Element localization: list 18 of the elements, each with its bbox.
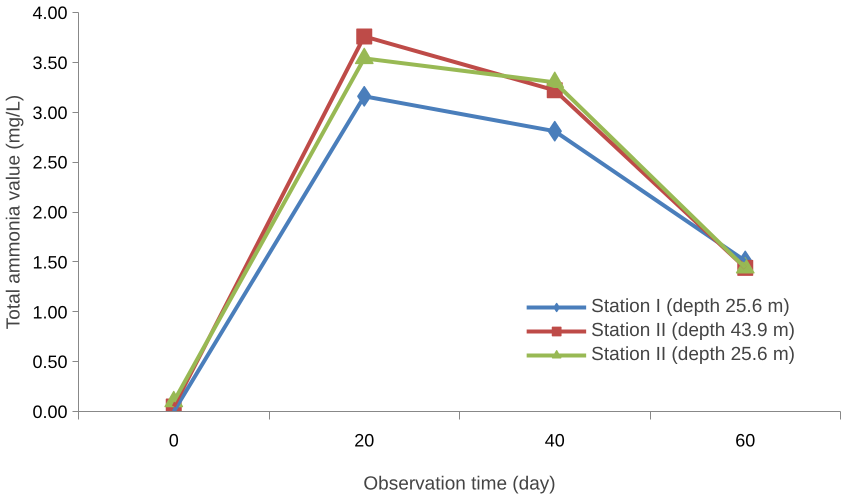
y-tick-label: 1.00 xyxy=(32,302,68,322)
y-axis-title: Total ammonia value (mg/L) xyxy=(3,94,24,330)
y-tick-label: 0.00 xyxy=(32,402,68,422)
legend-label: Station II (depth 25.6 m) xyxy=(591,344,795,366)
y-tick-label: 0.50 xyxy=(32,352,68,372)
legend-label: Station II (depth 43.9 m) xyxy=(591,320,795,342)
y-tick-label: 2.50 xyxy=(32,152,68,173)
y-tick-label: 2.00 xyxy=(32,202,68,222)
legend-label: Station I (depth 25.6 m) xyxy=(591,296,790,318)
x-axis-title: Observation time (day) xyxy=(363,474,556,494)
x-tick-label: 60 xyxy=(735,430,756,450)
y-tick-label: 4.00 xyxy=(32,3,68,23)
x-tick-label: 40 xyxy=(544,430,565,450)
x-tick-label: 20 xyxy=(354,430,374,450)
x-tick-label: 0 xyxy=(168,430,179,450)
y-tick-label: 3.50 xyxy=(32,52,68,73)
y-tick-label: 1.50 xyxy=(32,252,68,272)
y-tick-label: 3.00 xyxy=(32,102,68,123)
